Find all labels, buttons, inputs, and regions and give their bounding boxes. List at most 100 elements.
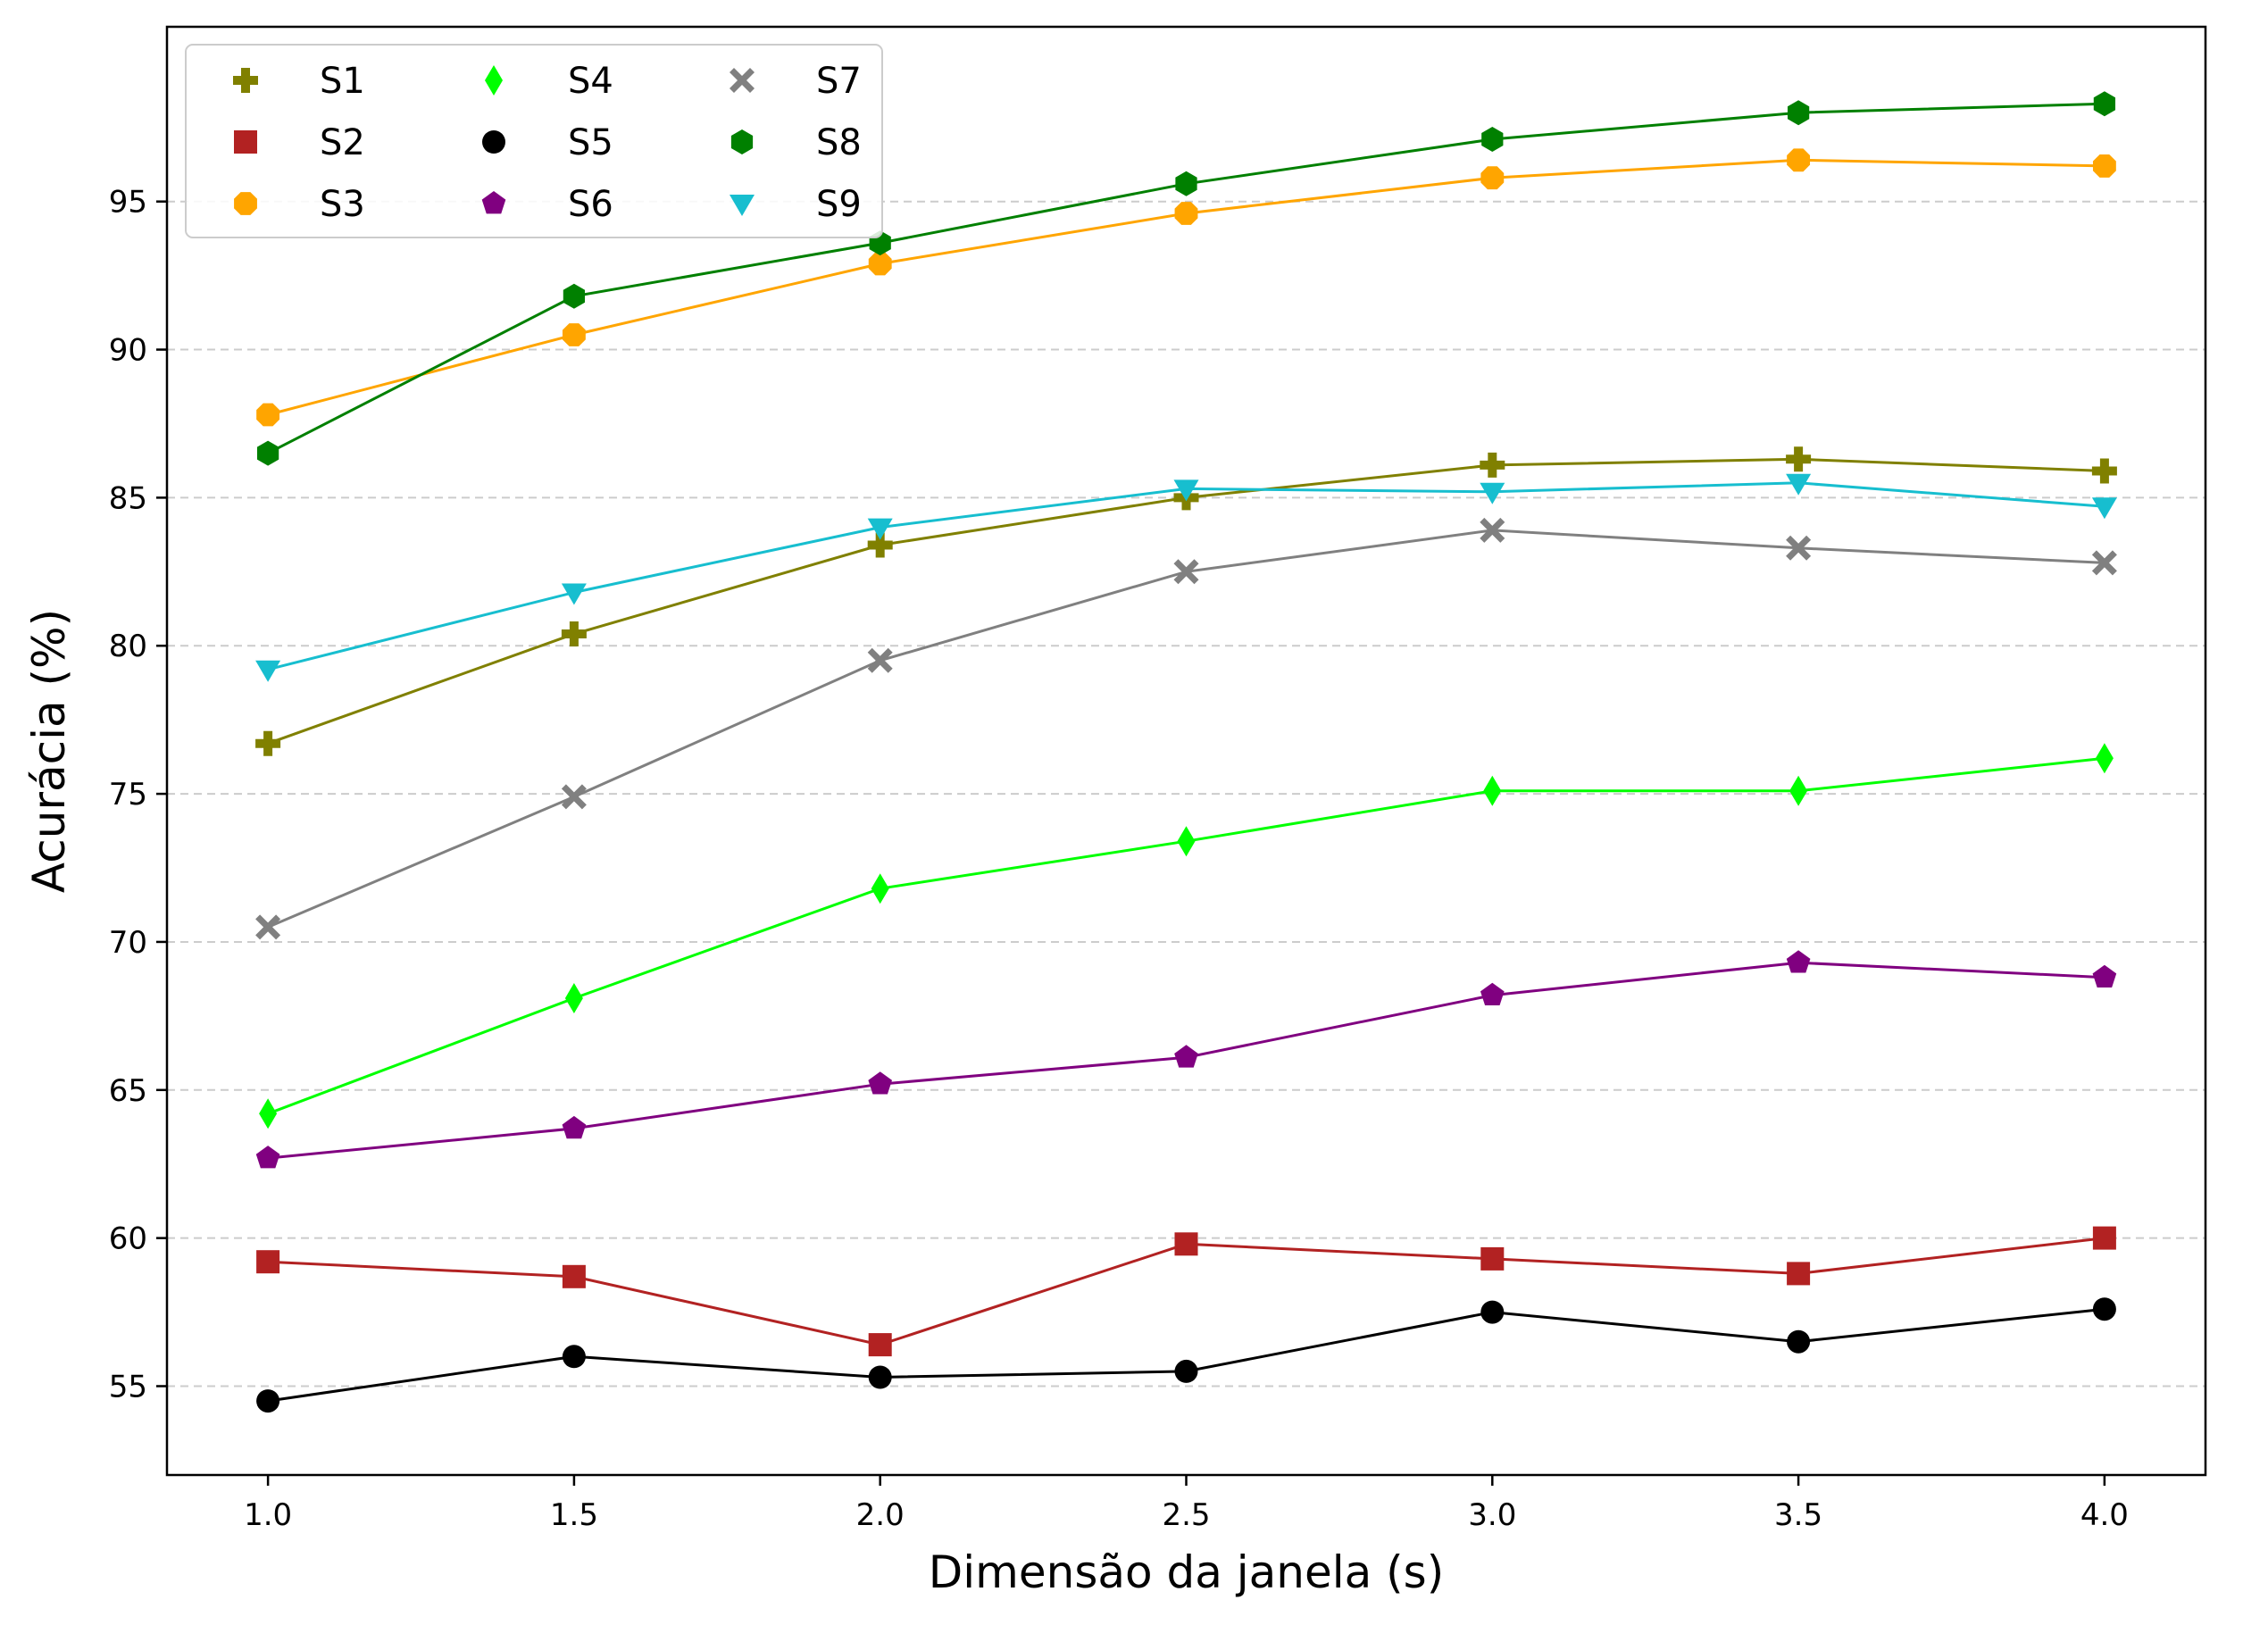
data-point xyxy=(255,660,281,682)
data-point xyxy=(561,621,587,646)
legend-label: S4 xyxy=(568,61,613,102)
y-tick-label: 70 xyxy=(109,925,147,961)
data-point xyxy=(1480,517,1505,543)
plot-area-frame xyxy=(165,25,2207,1477)
series-line xyxy=(267,529,2105,929)
series-s9 xyxy=(255,473,2117,682)
y-tick-label: 90 xyxy=(109,333,147,369)
legend-item: S3 xyxy=(234,184,365,225)
legend-label: S5 xyxy=(568,122,613,163)
data-point xyxy=(256,1250,280,1274)
series-s5 xyxy=(256,1297,2116,1413)
legend-item: S6 xyxy=(481,184,613,225)
tick-layer: 55 60 65 70 75 80 85 90 95 1.0 1.5 2.0 2.5 3.0 3.5 4.0 xyxy=(109,185,2129,1533)
data-point xyxy=(259,1098,278,1129)
x-axis-title: Dimensão da janela (s) xyxy=(929,1546,1444,1598)
data-point xyxy=(730,68,755,93)
data-point xyxy=(1175,171,1197,196)
data-point xyxy=(730,195,755,216)
data-point xyxy=(485,65,503,96)
data-point xyxy=(1480,982,1505,1006)
data-point xyxy=(868,1071,893,1095)
data-point xyxy=(255,1146,280,1169)
data-point xyxy=(256,1389,280,1413)
data-point xyxy=(1173,479,1199,502)
x-tick-label: 2.0 xyxy=(856,1497,905,1533)
series-line xyxy=(267,1307,2105,1403)
legend-label: S1 xyxy=(320,61,365,102)
data-point xyxy=(1786,473,1812,496)
data-point xyxy=(233,68,258,93)
y-tick-label: 65 xyxy=(109,1073,147,1109)
series-s8 xyxy=(256,91,2116,466)
data-point xyxy=(2092,1297,2116,1321)
data-point xyxy=(256,403,280,427)
data-point xyxy=(1480,452,1505,478)
data-point xyxy=(1483,775,1502,806)
data-point xyxy=(1481,127,1504,152)
data-point xyxy=(481,191,506,214)
series-layer xyxy=(255,91,2117,1413)
legend-label: S2 xyxy=(320,122,365,163)
data-point xyxy=(868,1365,892,1389)
y-tick-label: 95 xyxy=(109,185,147,221)
legend-frame xyxy=(185,44,883,238)
data-point xyxy=(1786,446,1812,472)
data-point xyxy=(1789,775,1808,806)
x-tick-label: 4.0 xyxy=(2080,1497,2129,1533)
legend-label: S7 xyxy=(816,61,862,102)
data-point xyxy=(256,440,279,466)
data-point xyxy=(482,130,505,154)
y-tick-label: 80 xyxy=(109,629,147,664)
data-point xyxy=(1480,1246,1505,1271)
y-tick-label: 85 xyxy=(109,480,147,516)
x-tick-label: 2.5 xyxy=(1162,1497,1210,1533)
data-point xyxy=(1787,100,1810,126)
data-point xyxy=(234,192,257,215)
data-point xyxy=(1174,1045,1198,1068)
legend-item: S4 xyxy=(485,61,613,102)
data-point xyxy=(868,1333,892,1357)
legend-item: S8 xyxy=(730,122,862,163)
data-point xyxy=(234,130,257,154)
x-tick-label: 3.0 xyxy=(1468,1497,1516,1533)
data-point xyxy=(1787,1262,1811,1286)
x-tick-label: 1.0 xyxy=(244,1497,292,1533)
data-point xyxy=(2092,154,2116,178)
data-point xyxy=(562,323,586,346)
series-s2 xyxy=(256,1226,2116,1357)
data-point xyxy=(561,784,587,810)
data-point xyxy=(255,914,281,940)
y-tick-label: 60 xyxy=(109,1221,147,1257)
legend-label: S6 xyxy=(568,184,613,225)
data-point xyxy=(867,532,893,558)
grid-layer xyxy=(167,200,2205,1388)
data-point xyxy=(255,730,281,756)
data-point xyxy=(2092,964,2117,988)
y-axis-title: Acurácia (%) xyxy=(23,609,75,893)
legend-item: S7 xyxy=(730,61,862,102)
data-point xyxy=(871,873,889,904)
series-s3 xyxy=(256,148,2116,427)
data-point xyxy=(562,1264,586,1288)
legend: S1 S2 S3 S4 S5 S6 S7 S8 S9 xyxy=(185,44,883,238)
data-point xyxy=(867,518,893,540)
data-point xyxy=(1480,166,1505,190)
data-point xyxy=(1174,202,1198,225)
x-tick-label: 3.5 xyxy=(1774,1497,1822,1533)
data-point xyxy=(564,983,583,1013)
data-point xyxy=(2095,743,2114,774)
data-point xyxy=(2092,1226,2116,1250)
series-s4 xyxy=(259,743,2114,1129)
y-tick-label: 75 xyxy=(109,777,147,812)
data-point xyxy=(1174,1232,1198,1256)
data-point xyxy=(561,583,587,605)
legend-item: S5 xyxy=(482,122,613,163)
data-point xyxy=(1787,1329,1811,1354)
data-point xyxy=(1177,826,1196,857)
data-point xyxy=(2091,550,2117,576)
data-point xyxy=(2091,497,2117,520)
data-point xyxy=(1174,1359,1198,1383)
data-point xyxy=(1787,148,1811,172)
data-point xyxy=(1786,535,1812,561)
